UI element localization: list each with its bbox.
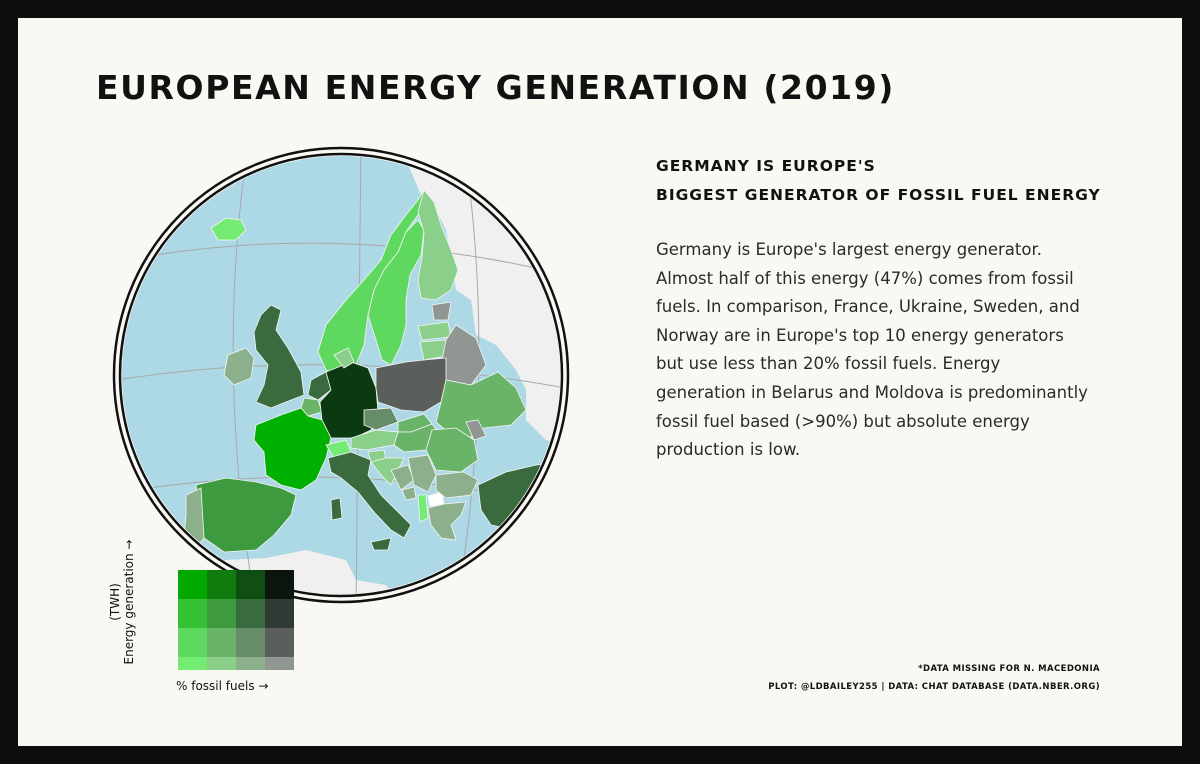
country-romania xyxy=(425,427,479,473)
legend-cell xyxy=(178,570,207,599)
country-netherlands xyxy=(307,371,332,401)
country-france xyxy=(253,407,332,491)
legend-y-title: Energy generation → xyxy=(122,539,136,665)
description-line: fuels. In comparison, France, Ukraine, S… xyxy=(656,297,1080,317)
legend-y-unit: (TWH) xyxy=(108,583,122,621)
country-montenegro xyxy=(401,486,417,501)
country-bulgaria xyxy=(435,471,479,499)
europe-map xyxy=(112,146,570,604)
poster-card: EUROPEAN ENERGY GENERATION (2019) GERMAN… xyxy=(18,18,1182,746)
legend-cell xyxy=(178,599,207,628)
country-moldova xyxy=(465,419,487,441)
credit-note: PLOT: @LDBAILEY255 | DATA: CHAT DATABASE… xyxy=(768,682,1100,692)
country-finland xyxy=(417,189,459,301)
legend-cell xyxy=(236,628,265,657)
description-line: production is low. xyxy=(656,440,801,460)
missing-data-note: *DATA MISSING FOR N. MACEDONIA xyxy=(918,664,1100,674)
page-title: EUROPEAN ENERGY GENERATION (2019) xyxy=(96,68,895,107)
bivariate-legend xyxy=(178,570,294,670)
country-albania xyxy=(417,494,429,523)
legend-cell xyxy=(236,570,265,599)
description-paragraph: Germany is Europe's largest energy gener… xyxy=(656,236,1116,465)
country-czechia xyxy=(363,407,399,431)
legend-y-axis-label: (TWH) Energy generation → xyxy=(108,540,136,665)
legend-x-axis-label: % fossil fuels → xyxy=(176,679,269,693)
legend-cell xyxy=(265,599,294,628)
country-serbia xyxy=(407,454,437,493)
country-sardinia xyxy=(330,497,343,521)
countries xyxy=(183,189,560,553)
country-sweden xyxy=(367,219,425,366)
globe-inner-ring xyxy=(118,152,564,598)
country-poland xyxy=(375,357,447,413)
description-line: Germany is Europe's largest energy gener… xyxy=(656,240,1042,259)
legend-cell xyxy=(265,570,294,599)
country-italy xyxy=(327,451,412,539)
description-line: but use less than 20% fossil fuels. Ener… xyxy=(656,354,1001,374)
country-ireland xyxy=(223,347,255,386)
country-iceland xyxy=(210,217,247,241)
country-greece xyxy=(427,501,467,541)
subtitle: GERMANY IS EUROPE'S BIGGEST GENERATOR OF… xyxy=(656,152,1101,210)
country-estonia xyxy=(431,301,452,321)
subtitle-line-1: GERMANY IS EUROPE'S xyxy=(656,157,876,175)
country-lithuania xyxy=(419,339,447,361)
globe-outer-ring xyxy=(112,146,570,604)
legend-cell xyxy=(207,599,236,628)
footnotes: *DATA MISSING FOR N. MACEDONIA PLOT: @LD… xyxy=(768,660,1100,696)
legend-cell xyxy=(265,657,294,670)
legend-cell xyxy=(236,657,265,670)
legend-cell xyxy=(207,570,236,599)
legend-grid xyxy=(178,570,294,670)
legend-cell xyxy=(236,599,265,628)
legend-cell xyxy=(265,628,294,657)
globe-content xyxy=(122,156,560,594)
legend-cell xyxy=(178,657,207,670)
legend-cell xyxy=(207,657,236,670)
country-belgium xyxy=(300,397,323,417)
description-line: Almost half of this energy (47%) comes f… xyxy=(656,268,1074,288)
description-line: fossil fuel based (>90%) but absolute en… xyxy=(656,411,1030,431)
land-north-africa xyxy=(186,550,406,594)
subtitle-line-2: BIGGEST GENERATOR OF FOSSIL FUEL ENERGY xyxy=(656,186,1101,204)
description-line: generation in Belarus and Moldova is pre… xyxy=(656,382,1088,402)
country-uk xyxy=(253,304,305,409)
country-denmark xyxy=(333,347,355,369)
country-sicily xyxy=(370,537,392,551)
legend-cell xyxy=(207,628,236,657)
legend-cell xyxy=(178,628,207,657)
description-line: Norway are in Europe's top 10 energy gen… xyxy=(656,325,1064,345)
